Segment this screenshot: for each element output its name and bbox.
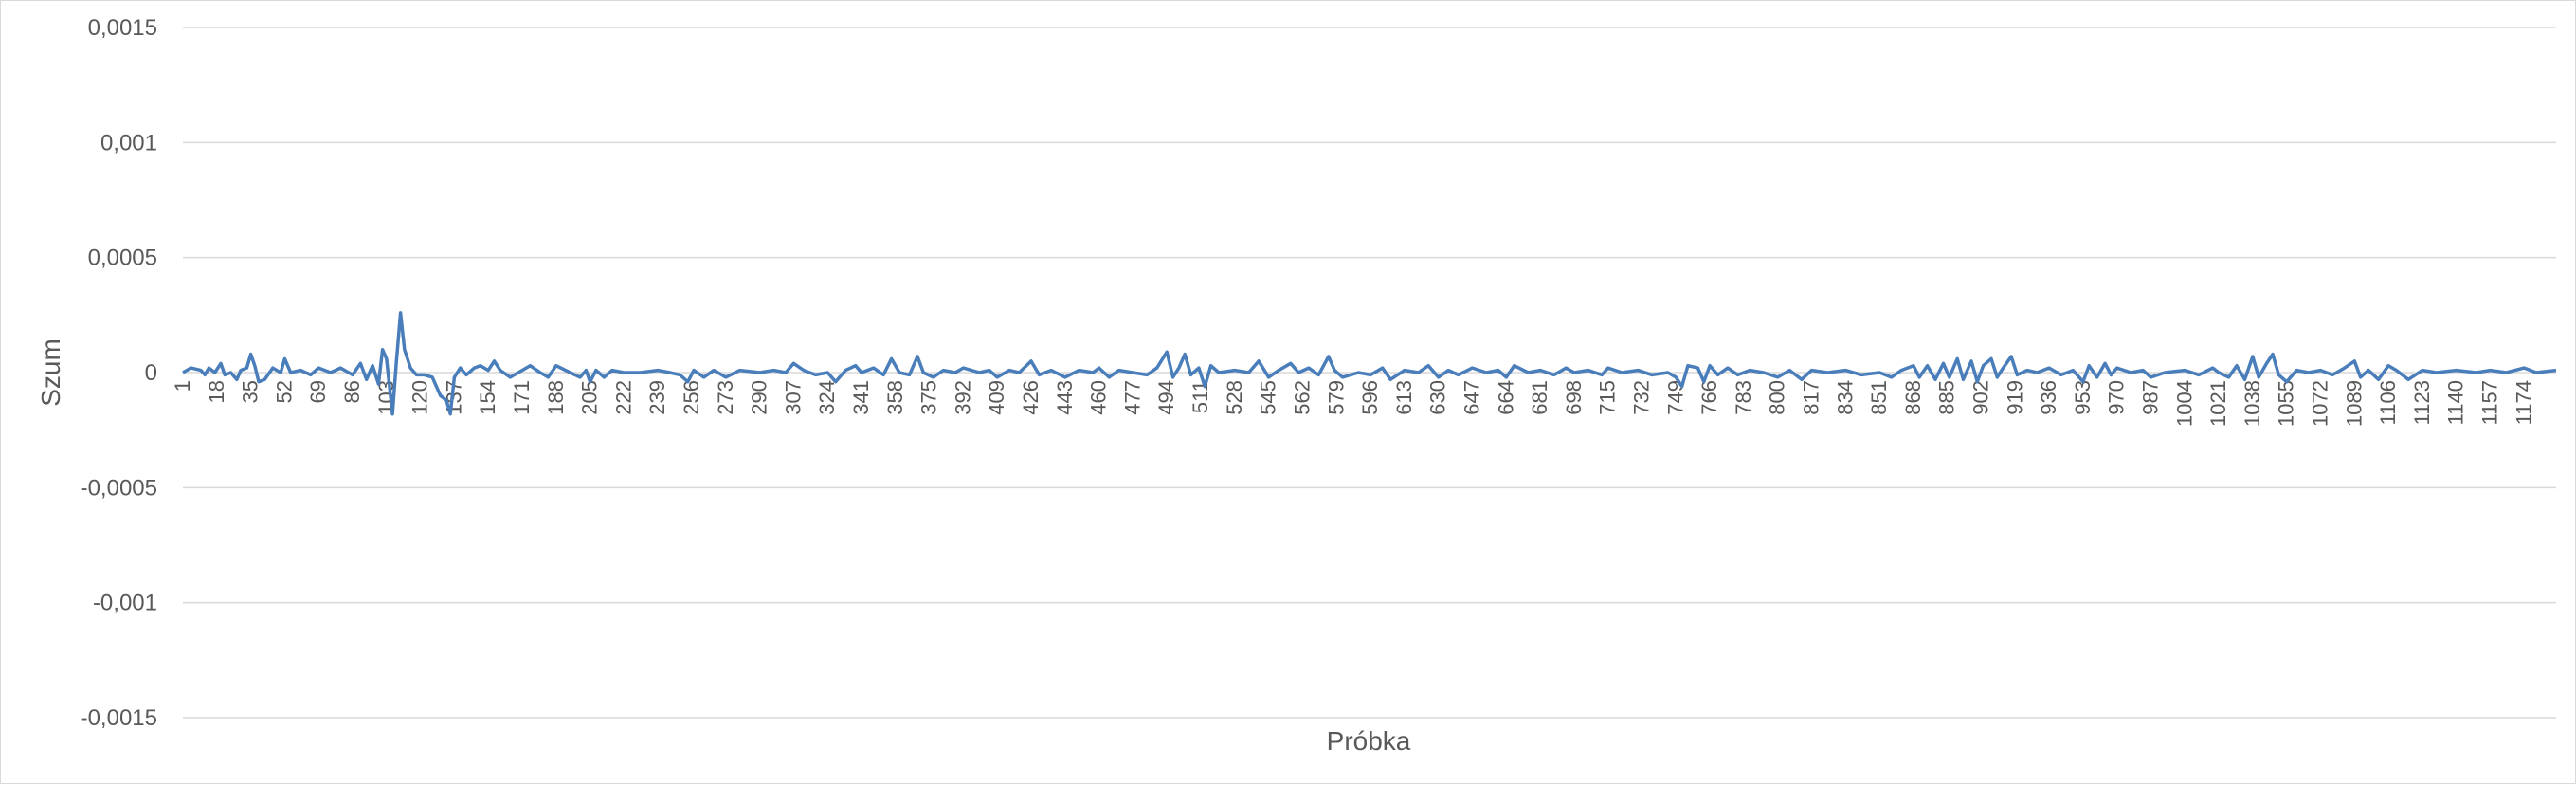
x-tick-label: 1174	[2512, 380, 2535, 425]
x-tick-label: 817	[1799, 380, 1823, 415]
x-tick-label: 630	[1426, 380, 1450, 415]
x-tick-label: 409	[985, 380, 1008, 415]
series-line	[182, 311, 2557, 416]
x-tick-label: 681	[1528, 380, 1551, 415]
y-tick-label: -0,0005	[81, 475, 157, 501]
x-tick-label: 35	[239, 380, 263, 403]
x-tick-label: 1055	[2275, 380, 2298, 427]
x-tick-label: 562	[1290, 380, 1314, 415]
x-tick-label: 460	[1087, 380, 1111, 415]
x-tick-label: 698	[1562, 380, 1586, 415]
x-tick-label: 1123	[2410, 380, 2434, 425]
y-tick-label: 0	[145, 360, 157, 386]
x-tick-label: 1140	[2444, 380, 2468, 425]
y-tick-label: -0,0015	[81, 705, 157, 731]
x-tick-label: 919	[2003, 380, 2026, 415]
x-tick-label: 392	[951, 380, 974, 415]
x-tick-label: 443	[1053, 380, 1077, 415]
x-tick-label: 154	[476, 380, 499, 415]
y-tick-label: 0,0005	[88, 246, 157, 271]
x-tick-label: 511	[1188, 380, 1212, 413]
x-tick-label: 256	[680, 380, 703, 415]
y-tick-label: 0,001	[100, 130, 157, 155]
x-tick-label: 494	[1154, 380, 1178, 415]
x-tick-label: 613	[1392, 380, 1416, 415]
x-tick-label: 970	[2105, 380, 2129, 415]
x-tick-label: 1157	[2478, 380, 2502, 425]
x-tick-label: 324	[815, 380, 839, 415]
x-tick-label: 1021	[2206, 380, 2230, 427]
x-tick-label: 426	[1019, 380, 1043, 415]
y-axis-title: Szum	[36, 338, 65, 407]
x-tick-label: 188	[544, 380, 568, 415]
x-tick-label: 1106	[2376, 380, 2400, 425]
x-tick-label: 766	[1697, 380, 1721, 415]
x-axis-title: Próbka	[1327, 726, 1411, 756]
x-tick-label: 851	[1867, 380, 1891, 415]
x-tick-label: 834	[1833, 380, 1857, 415]
x-tick-label: 1	[171, 380, 194, 392]
x-tick-label: 800	[1766, 380, 1789, 415]
x-tick-label: 273	[714, 380, 737, 415]
x-tick-label: 86	[340, 380, 364, 403]
y-axis-ticks: 0,0015 0,001 0,0005 0 -0,0005 -0,001 -0,0015	[81, 15, 157, 731]
x-tick-label: 1038	[2240, 380, 2264, 427]
series-group	[182, 311, 2557, 416]
x-tick-label: 358	[883, 380, 907, 415]
x-tick-label: 596	[1358, 380, 1382, 415]
x-tick-label: 52	[272, 380, 296, 403]
x-tick-label: 545	[1257, 380, 1280, 415]
gridlines	[183, 27, 2556, 719]
x-tick-label: 528	[1223, 380, 1246, 415]
x-tick-label: 1072	[2308, 380, 2331, 427]
x-tick-label: 987	[2138, 380, 2162, 415]
x-tick-label: 239	[645, 380, 669, 415]
x-tick-label: 375	[917, 380, 941, 415]
x-tick-label: 953	[2071, 380, 2095, 415]
x-tick-label: 902	[1968, 380, 1992, 415]
x-tick-label: 647	[1460, 380, 1483, 415]
x-tick-label: 222	[611, 380, 635, 415]
x-tick-label: 936	[2037, 380, 2060, 415]
x-tick-label: 1004	[2172, 380, 2196, 427]
x-tick-label: 290	[748, 380, 771, 415]
y-tick-label: -0,001	[93, 591, 157, 616]
x-tick-label: 885	[1935, 380, 1959, 415]
x-tick-label: 1089	[2342, 380, 2366, 427]
x-tick-label: 171	[510, 380, 534, 415]
x-tick-label: 205	[578, 380, 602, 415]
x-tick-label: 732	[1629, 380, 1653, 415]
y-tick-label: 0,0015	[88, 15, 157, 41]
x-tick-label: 664	[1494, 380, 1517, 415]
x-tick-label: 69	[306, 380, 330, 403]
x-tick-label: 783	[1732, 380, 1755, 415]
x-tick-label: 579	[1324, 380, 1348, 415]
x-tick-label: 477	[1120, 380, 1144, 415]
x-axis-ticks: 1 18 35 52 69 86 103 120 137 154 171 188 205 222 239 25…	[171, 380, 2535, 427]
x-tick-label: 307	[781, 380, 805, 415]
x-tick-label: 868	[1901, 380, 1925, 415]
x-tick-label: 715	[1596, 380, 1620, 415]
x-tick-label: 120	[408, 380, 432, 415]
x-tick-label: 341	[849, 380, 873, 415]
x-tick-label: 18	[205, 380, 228, 403]
